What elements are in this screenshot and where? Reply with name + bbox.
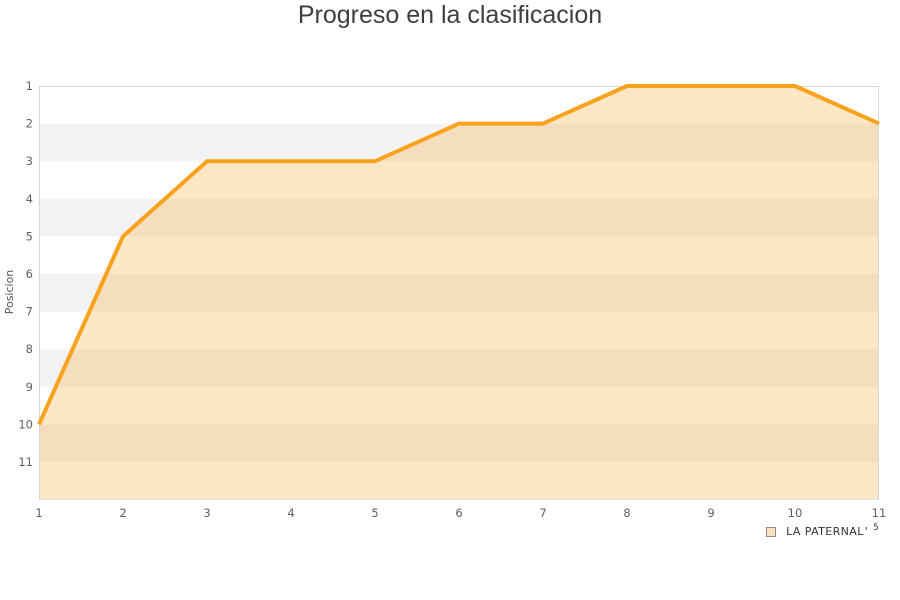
x-tick-label: 6 [455, 506, 462, 520]
y-tick-label: 2 [26, 117, 33, 131]
y-tick-label: 7 [26, 305, 33, 319]
grid-band [39, 349, 879, 387]
x-tick-label: 9 [707, 506, 714, 520]
legend-label: LA PATERNAL [786, 525, 864, 538]
grid-band [39, 424, 879, 462]
legend-superscript: 5 [873, 522, 879, 533]
y-tick-label: 11 [18, 455, 33, 469]
legend-item-la-paternal[interactable]: LA PATERNAL ' 5 [766, 522, 879, 538]
x-tick-label: 1 [35, 506, 42, 520]
x-tick-label: 10 [788, 506, 803, 520]
y-tick-label: 6 [26, 267, 33, 281]
y-tick-label: 10 [18, 417, 33, 431]
series-area [39, 86, 879, 500]
plot-border [39, 86, 879, 500]
grid-band [39, 274, 879, 312]
x-tick-label: 3 [203, 506, 210, 520]
x-tick-label: 7 [539, 506, 546, 520]
y-tick-label: 4 [26, 192, 33, 206]
y-tick-label: 8 [26, 342, 33, 356]
x-tick-label: 8 [623, 506, 630, 520]
chart-title: Progreso en la clasificacion [297, 1, 603, 29]
y-tick-label: 9 [26, 380, 33, 394]
y-axis-title: Posicion [3, 270, 16, 315]
legend-swatch-icon [766, 526, 777, 537]
y-tick-label: 1 [26, 79, 33, 93]
x-tick-label: 5 [371, 506, 378, 520]
x-tick-label: 2 [119, 506, 126, 520]
y-tick-label: 3 [26, 154, 33, 168]
grid-band [39, 123, 879, 162]
series-line [37, 84, 880, 426]
y-tick-label: 5 [26, 229, 33, 243]
grid-band [39, 198, 879, 237]
x-tick-label: 4 [287, 506, 294, 520]
x-tick-label: 11 [872, 506, 887, 520]
legend-apostrophe-mark: ' [864, 525, 869, 538]
